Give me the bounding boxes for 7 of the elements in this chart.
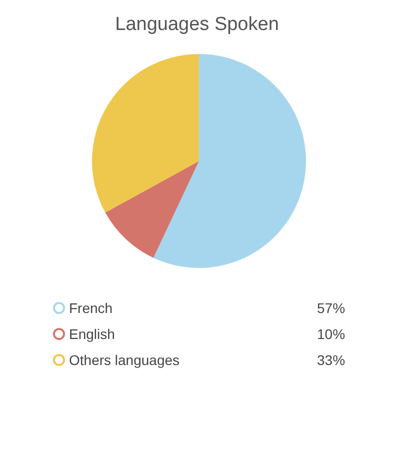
legend-label: French [69, 300, 113, 316]
data-label: 10% [317, 326, 346, 342]
legend-label: English [69, 326, 115, 342]
data-label: 57% [317, 300, 346, 316]
legend-label: Others languages [69, 352, 180, 368]
data-label: 33% [317, 352, 346, 368]
chart-title: Languages Spoken [115, 14, 279, 35]
